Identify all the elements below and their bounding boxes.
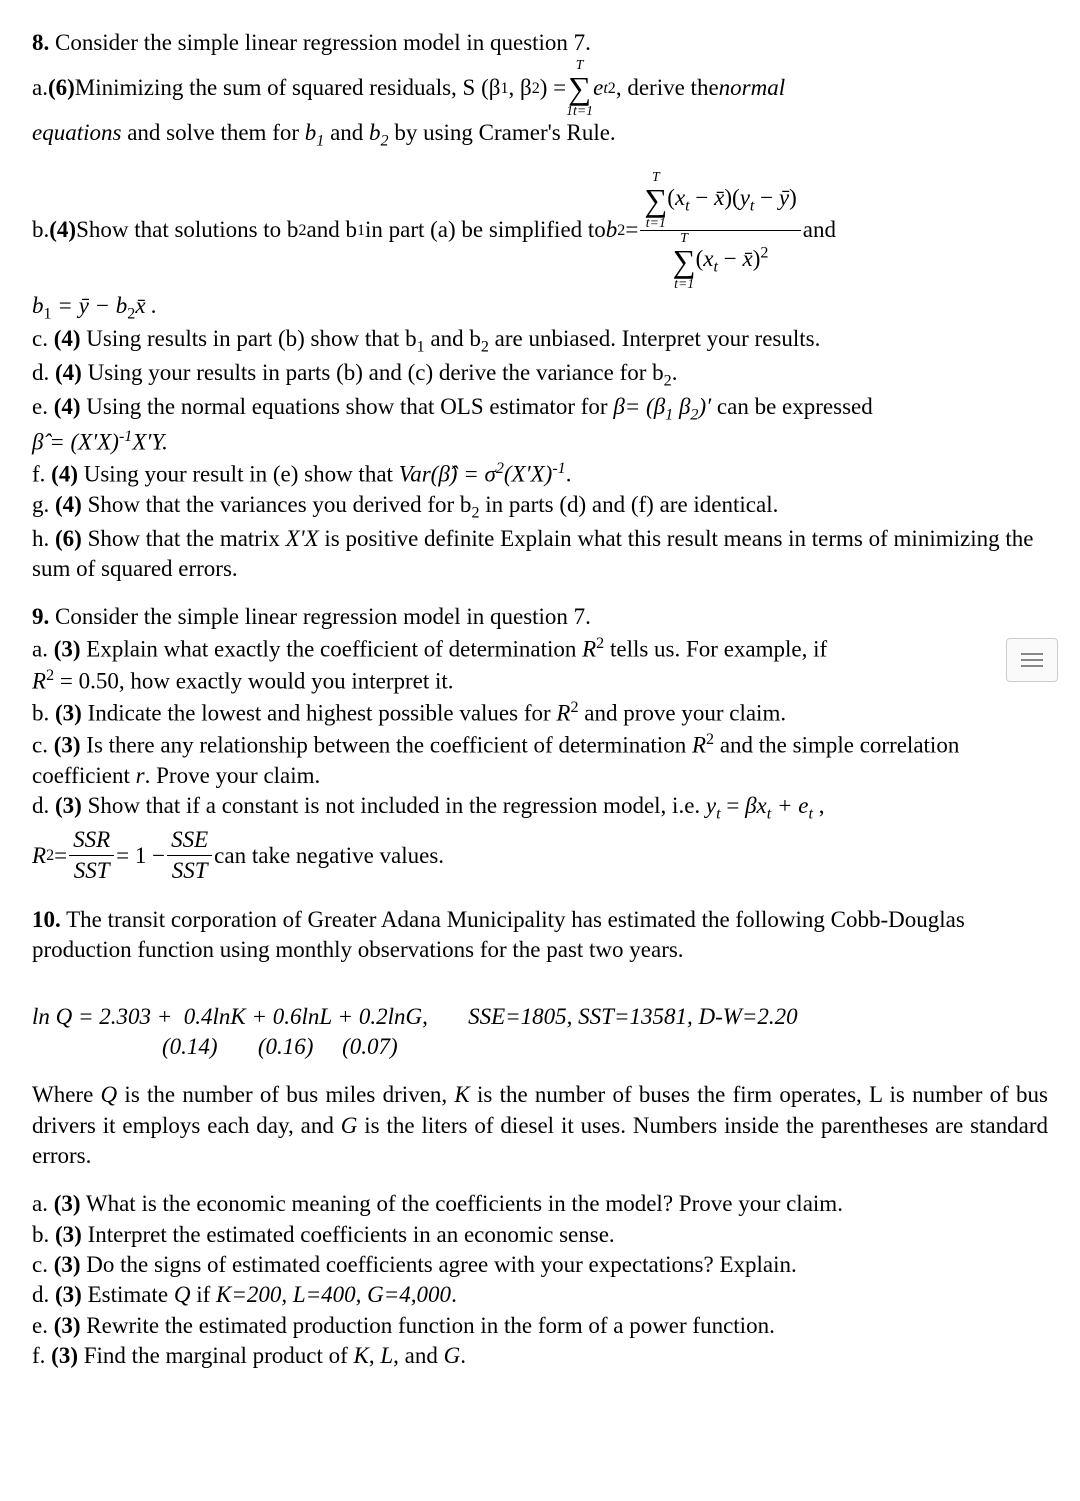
q10c: c. (3) Do the signs of estimated coeffic… xyxy=(32,1250,1048,1280)
q8a: a. (6) Minimizing the sum of squared res… xyxy=(32,58,1048,118)
q8e: e. (4) Using the normal equations show t… xyxy=(32,392,1048,426)
q9b: b. (3) Indicate the lowest and highest p… xyxy=(32,697,1048,729)
q8a-line2: equations and solve them for b1 and b2 b… xyxy=(32,118,1048,152)
q9d-eq: R2 = SSRSST = 1 − SSESST can take negati… xyxy=(32,825,1048,887)
q9d: d. (3) Show that if a constant is not in… xyxy=(32,791,1048,825)
q10f: f. (3) Find the marginal product of K, L… xyxy=(32,1341,1048,1371)
q10b: b. (3) Interpret the estimated coefficie… xyxy=(32,1220,1048,1250)
q10-where: Where Q is the number of bus miles drive… xyxy=(32,1080,1048,1171)
q10-equation: ln Q = 2.303 + 0.4lnK + 0.6lnL + 0.2lnG,… xyxy=(32,1002,1048,1032)
q9-header: 9. Consider the simple linear regression… xyxy=(32,602,1048,632)
q8-header: 8. Consider the simple linear regression… xyxy=(32,28,1048,58)
q10d: d. (3) Estimate Q if K=200, L=400, G=4,0… xyxy=(32,1280,1048,1310)
q9a-line2: R2 = 0.50, how exactly would you interpr… xyxy=(32,665,1048,697)
q9a: a. (3) Explain what exactly the coeffici… xyxy=(32,633,1048,665)
b2-fraction: T∑t=1(xt − x̄)(yt − ȳ) T∑t=1(xt − x̄)2 xyxy=(640,170,800,291)
q9c: c. (3) Is there any relationship between… xyxy=(32,729,1048,791)
q8b: b. (4) Show that solutions to b2 and b1 … xyxy=(32,170,1048,291)
q8g: g. (4) Show that the variances you deriv… xyxy=(32,490,1048,524)
q8c: c. (4) Using results in part (b) show th… xyxy=(32,324,1048,358)
q8b-b1: b1 = ȳ − b2x̄ . xyxy=(32,291,1048,325)
q10e: e. (3) Rewrite the estimated production … xyxy=(32,1311,1048,1341)
q8f: f. (4) Using your result in (e) show tha… xyxy=(32,458,1048,490)
side-tab-icon[interactable] xyxy=(1006,638,1058,682)
q8h: h. (6) Show that the matrix X'X is posit… xyxy=(32,524,1048,585)
q10-stderr: (0.14) (0.16) (0.07) xyxy=(162,1032,1048,1062)
q10a: a. (3) What is the economic meaning of t… xyxy=(32,1189,1048,1219)
q10-header: 10. The transit corporation of Greater A… xyxy=(32,905,1048,966)
q8e-line2: β̂ = (X′X)-1X′Y. xyxy=(32,426,1048,458)
q8d: d. (4) Using your results in parts (b) a… xyxy=(32,358,1048,392)
sum-symbol: T∑1t=1 xyxy=(566,58,593,118)
